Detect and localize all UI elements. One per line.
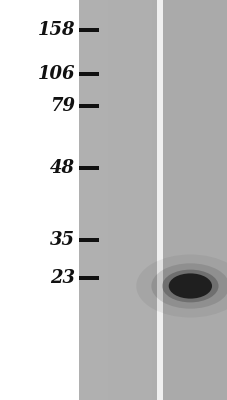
Text: 23: 23	[50, 269, 75, 287]
Bar	[78, 104, 99, 108]
Bar	[102, 0, 104, 400]
Bar	[94, 0, 97, 400]
Bar	[141, 0, 143, 400]
Bar	[99, 0, 102, 400]
Bar	[97, 0, 99, 400]
Bar	[112, 0, 115, 400]
Text: 35: 35	[50, 231, 75, 249]
Bar	[149, 0, 151, 400]
Bar	[78, 276, 99, 280]
Bar	[146, 0, 149, 400]
Bar	[138, 0, 141, 400]
Text: 48: 48	[50, 159, 75, 177]
Bar	[78, 72, 99, 76]
Text: 106: 106	[38, 65, 75, 83]
Bar	[115, 0, 118, 400]
Bar	[154, 0, 157, 400]
Bar	[81, 0, 84, 400]
Ellipse shape	[151, 263, 227, 309]
Bar	[133, 0, 136, 400]
Bar	[89, 0, 91, 400]
Bar	[123, 0, 125, 400]
Bar	[143, 0, 146, 400]
Text: 79: 79	[50, 97, 75, 115]
Bar	[131, 0, 133, 400]
Bar	[91, 0, 94, 400]
Bar	[104, 0, 107, 400]
Bar	[78, 166, 99, 170]
Bar	[128, 0, 131, 400]
Bar	[118, 0, 120, 400]
Bar	[78, 0, 81, 400]
Bar	[157, 0, 162, 400]
Bar	[107, 0, 110, 400]
Ellipse shape	[168, 274, 211, 298]
Bar	[120, 0, 123, 400]
Ellipse shape	[162, 270, 217, 302]
Text: 158: 158	[38, 21, 75, 39]
Bar	[125, 0, 128, 400]
Ellipse shape	[136, 254, 227, 318]
Bar	[78, 0, 157, 400]
Bar	[78, 28, 99, 32]
Bar	[136, 0, 138, 400]
Bar	[151, 0, 154, 400]
Bar	[84, 0, 86, 400]
Bar	[86, 0, 89, 400]
Bar	[110, 0, 112, 400]
Bar	[162, 0, 227, 400]
Bar	[78, 238, 99, 242]
